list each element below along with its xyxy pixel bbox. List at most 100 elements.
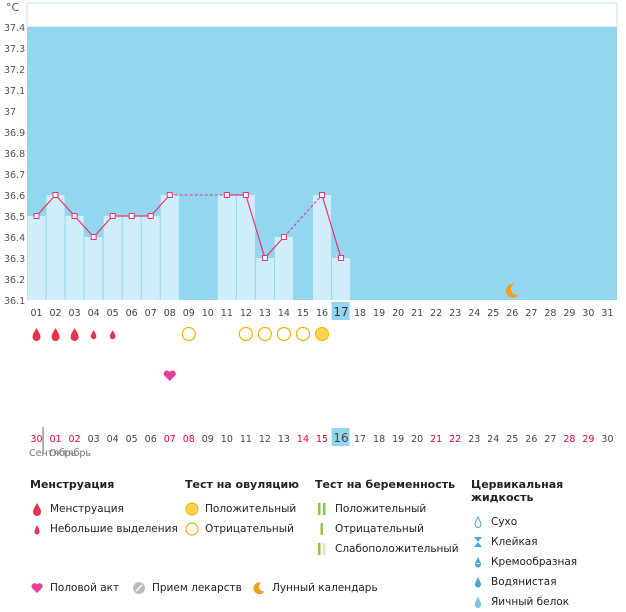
today-highlight: [331, 302, 350, 320]
cycle-day-label: 24: [487, 434, 499, 445]
y-tick-label: 36.3: [4, 254, 25, 265]
ovulation-negative-marker: [257, 326, 273, 342]
legend-item-moon: Лунный календарь: [252, 578, 378, 598]
legend-item-pregnancy-negative: Отрицательный: [315, 519, 459, 539]
temperature-segment: [74, 215, 95, 238]
ovulation-negative-marker: [181, 326, 196, 342]
ovulation-positive-marker: [315, 327, 329, 341]
drop-large-icon: [33, 503, 41, 516]
drop-small-icon: [34, 525, 40, 535]
y-tick-label: 36.2: [4, 275, 25, 286]
circle-filled-icon: [185, 502, 199, 516]
temperature-point: [242, 192, 249, 198]
x-tick-label: 31: [601, 308, 613, 319]
y-tick-label: 36.5: [4, 212, 25, 223]
legend-item-ovulation-negative: Отрицательный: [185, 519, 299, 539]
cycle-day-label: 11: [240, 434, 252, 445]
cycle-day-label: 20: [411, 434, 423, 445]
spotting-drop: [90, 330, 97, 340]
pill-icon: [133, 582, 145, 594]
y-tick-label: 36.9: [4, 128, 25, 139]
x-tick-label: 19: [373, 308, 385, 319]
heart-icon: [31, 583, 43, 593]
weak-bar-icon: [318, 543, 326, 555]
temperature-segment: [55, 194, 76, 217]
x-tick-label: 23: [449, 308, 461, 319]
temperature-point: [109, 213, 116, 219]
moon-icon: [253, 582, 265, 595]
double-bar-icon: [318, 503, 326, 515]
hourglass-icon: [474, 537, 482, 547]
x-tick-label: 03: [69, 308, 81, 319]
cycle-day-label: 02: [69, 434, 81, 445]
temperature-bar: [255, 258, 274, 300]
legend-item-sex: Половой акт: [30, 578, 119, 598]
legend-item-creamy: Кремообразная: [471, 552, 626, 572]
y-tick-label: 37.4: [4, 23, 25, 34]
x-tick-label: 26: [506, 308, 518, 319]
legend-item-watery: Водянистая: [471, 572, 626, 592]
ovulation-negative-marker: [238, 326, 253, 342]
cycle-highlight: [331, 428, 350, 446]
x-tick-label: 17: [333, 305, 348, 319]
x-tick-label: 09: [183, 308, 195, 319]
legend-item-eggwhite: Яичный белок: [471, 592, 626, 612]
x-tick-label: 11: [221, 308, 233, 319]
temperature-bar: [65, 216, 84, 300]
x-tick-label: 29: [563, 308, 575, 319]
month-previous: Сентябрь: [29, 448, 77, 459]
cycle-day-label: 23: [468, 434, 480, 445]
x-tick-label: 22: [430, 308, 442, 319]
circle-outline-icon: [185, 522, 199, 536]
x-tick-label: 27: [525, 308, 537, 319]
cycle-day-label: 04: [107, 434, 119, 445]
y-tick-label: 37: [4, 107, 16, 118]
temperature-bar: [27, 216, 46, 300]
temperature-bar: [141, 216, 160, 300]
cycle-day-label: 30: [30, 434, 42, 445]
temperature-dashed-segment: [283, 194, 323, 238]
y-tick-label: 36.6: [4, 191, 25, 202]
temperature-point: [261, 255, 268, 261]
legend-item-dry: Сухо: [471, 512, 626, 532]
cycle-day-label: 10: [221, 434, 233, 445]
cycle-day-label: 01: [50, 434, 62, 445]
menstruation-drop: [32, 328, 41, 341]
x-tick-label: 30: [582, 308, 594, 319]
x-tick-label: 16: [316, 308, 328, 319]
cycle-day-label: 08: [183, 434, 195, 445]
legend-item-pregnancy-positive: Положительный: [315, 499, 459, 519]
x-tick-label: 06: [126, 308, 138, 319]
x-tick-label: 08: [164, 308, 176, 319]
temperature-segment: [321, 194, 342, 259]
temperature-point: [319, 192, 325, 198]
x-tick-label: 18: [354, 308, 366, 319]
x-tick-label: 12: [240, 308, 252, 319]
menstruation-drop: [70, 328, 79, 341]
cycle-day-label: 26: [525, 434, 537, 445]
y-tick-label: 37.2: [4, 65, 25, 76]
temperature-point: [338, 255, 345, 261]
temperature-bar: [332, 258, 351, 300]
temperature-bar: [217, 195, 236, 300]
x-tick-label: 28: [544, 308, 556, 319]
y-tick-label: 37.3: [4, 44, 25, 55]
cycle-day-label: 12: [259, 434, 271, 445]
x-tick-label: 25: [487, 308, 499, 319]
drop-swirl-icon: [475, 557, 481, 568]
y-tick-label: 36.7: [4, 170, 25, 181]
y-tick-label: 36.8: [4, 149, 25, 160]
spotting-drop: [109, 330, 116, 340]
bbt-chart: °C 36.1 36.2 36.3 36.4 36.5 36.6 36.7 36.8 36.9 3…: [4, 1, 618, 459]
x-tick-label: 13: [259, 308, 271, 319]
cycle-day-label: 27: [544, 434, 556, 445]
temperature-segment: [264, 236, 285, 259]
legend-item-medication: Прием лекарств: [132, 578, 242, 598]
temperature-point: [128, 213, 135, 219]
temperature-bar: [46, 195, 65, 300]
temperature-point: [223, 192, 230, 198]
single-bar-icon: [320, 523, 323, 535]
drop-filled-icon: [475, 577, 481, 588]
x-tick-label: 04: [88, 308, 100, 319]
legend-ovulation-test: Тест на овуляцию Положительный Отрицател…: [185, 478, 299, 539]
